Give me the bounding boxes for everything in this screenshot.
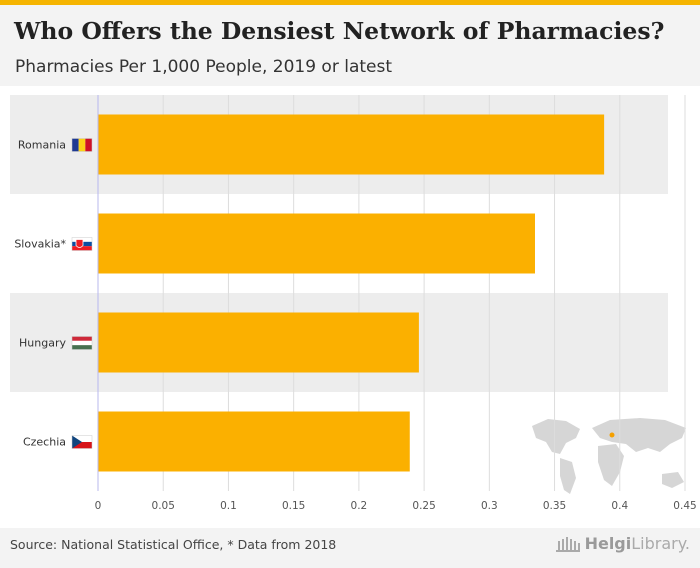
x-tick-label: 0.1 [220,500,237,512]
brand-name-part2: Library. [631,534,690,553]
x-tick-label: 0.3 [481,500,498,512]
slovakia-flag-icon [71,237,93,251]
chart-title: Who Offers the Densiest Network of Pharm… [14,17,665,45]
x-tick-label: 0 [95,500,102,512]
category-label: Hungary [19,337,66,350]
category-label: Romania [18,139,66,152]
x-tick-label: 0.2 [351,500,368,512]
x-tick-label: 0.4 [611,500,628,512]
bar-hungary [98,312,419,373]
category-label: Czechia [23,436,66,449]
czechia-flag-icon [71,435,93,449]
x-tick-label: 0.35 [543,500,566,512]
x-tick-label: 0.15 [282,500,305,512]
bar-chart: Romania Slovakia* Hungary Czechia 0 0.05 0.1 0.… [10,95,697,512]
hungary-flag-icon [71,336,93,350]
x-tick-label: 0.25 [412,500,435,512]
bar-slovakia [98,213,535,274]
romania-flag-icon [71,138,93,152]
source-note: Source: National Statistical Office, * D… [10,537,337,552]
x-tick-label: 0.45 [673,500,696,512]
chart-subtitle: Pharmacies Per 1,000 People, 2019 or lat… [15,57,393,77]
brand-name-part1: Helgi [584,534,632,553]
world-map-icon [532,418,686,494]
bar-romania [98,114,605,175]
bar-czechia [98,411,410,472]
brand-name: HelgiLibrary. [585,534,690,553]
library-building-icon [555,536,580,552]
brand-logo: HelgiLibrary. [555,534,690,553]
x-tick-label: 0.05 [152,500,175,512]
chart-footer: Source: National Statistical Office, * D… [0,528,700,568]
category-label: Slovakia* [14,238,66,251]
chart-header: Who Offers the Densiest Network of Pharm… [0,5,700,86]
map-highlight-marker [609,432,615,438]
accent-top-bar [0,0,700,5]
